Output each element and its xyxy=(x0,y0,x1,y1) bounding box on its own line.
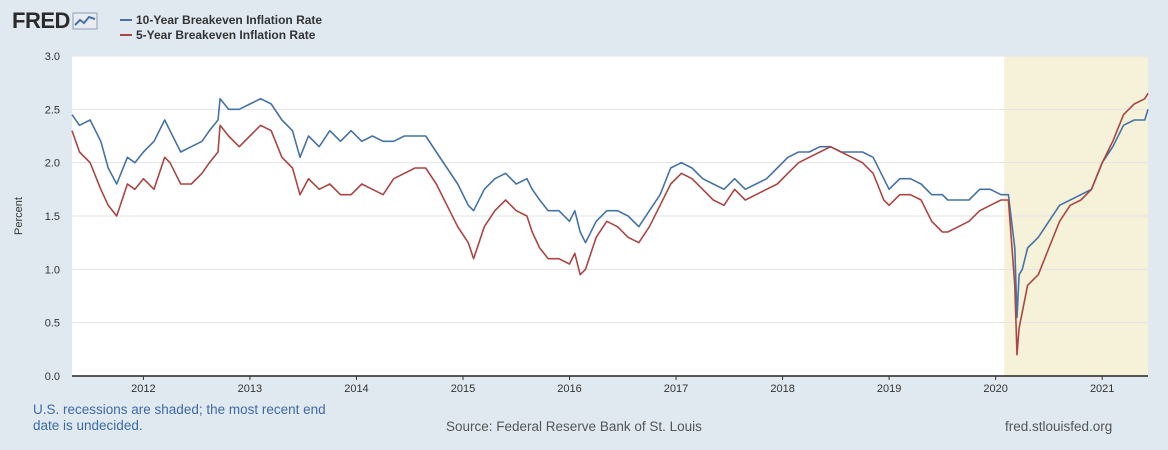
y-tick-label: 2.5 xyxy=(45,104,60,116)
x-tick-label: 2017 xyxy=(664,383,688,395)
legend: 10-Year Breakeven Inflation Rate 5-Year … xyxy=(120,12,322,42)
y-tick-label: 3.0 xyxy=(45,51,60,63)
legend-label-10y: 10-Year Breakeven Inflation Rate xyxy=(136,12,323,27)
legend-swatch-5y xyxy=(120,33,132,36)
legend-label-5y: 5-Year Breakeven Inflation Rate xyxy=(136,27,316,42)
y-tick-label: 0.5 xyxy=(45,318,60,330)
legend-swatch-10y xyxy=(120,18,132,21)
x-tick-label: 2021 xyxy=(1090,383,1114,395)
y-tick-label: 0.0 xyxy=(45,371,60,383)
y-tick-label: 1.5 xyxy=(45,211,60,223)
site-link[interactable]: fred.stlouisfed.org xyxy=(1005,419,1113,434)
x-tick-label: 2013 xyxy=(238,383,262,395)
series-line-5y xyxy=(71,92,1149,356)
legend-item-10y[interactable]: 10-Year Breakeven Inflation Rate xyxy=(120,12,322,27)
x-tick-label: 2018 xyxy=(770,383,794,395)
y-axis-label: Percent xyxy=(13,197,25,235)
recession-note: U.S. recessions are shaded; the most rec… xyxy=(33,402,326,433)
source-text: Source: Federal Reserve Bank of St. Loui… xyxy=(446,419,702,434)
x-tick-label: 2012 xyxy=(131,383,155,395)
x-tick-label: 2016 xyxy=(557,383,581,395)
fred-logo[interactable]: FRED xyxy=(12,8,98,34)
legend-item-5y[interactable]: 5-Year Breakeven Inflation Rate xyxy=(120,27,322,42)
y-tick-label: 2.0 xyxy=(45,158,60,170)
series-line-10y xyxy=(71,97,1149,319)
logo-text: FRED xyxy=(12,8,70,33)
x-tick-label: 2015 xyxy=(451,383,475,395)
y-tick-label: 1.0 xyxy=(45,264,60,276)
x-tick-label: 2019 xyxy=(877,383,901,395)
x-tick-label: 2014 xyxy=(344,383,368,395)
x-tick-label: 2020 xyxy=(983,383,1007,395)
graph-icon xyxy=(72,12,98,30)
chart: 2012 2013 2014 2015 2016 2017 2018 2019 2020 2021… xyxy=(13,51,1149,395)
